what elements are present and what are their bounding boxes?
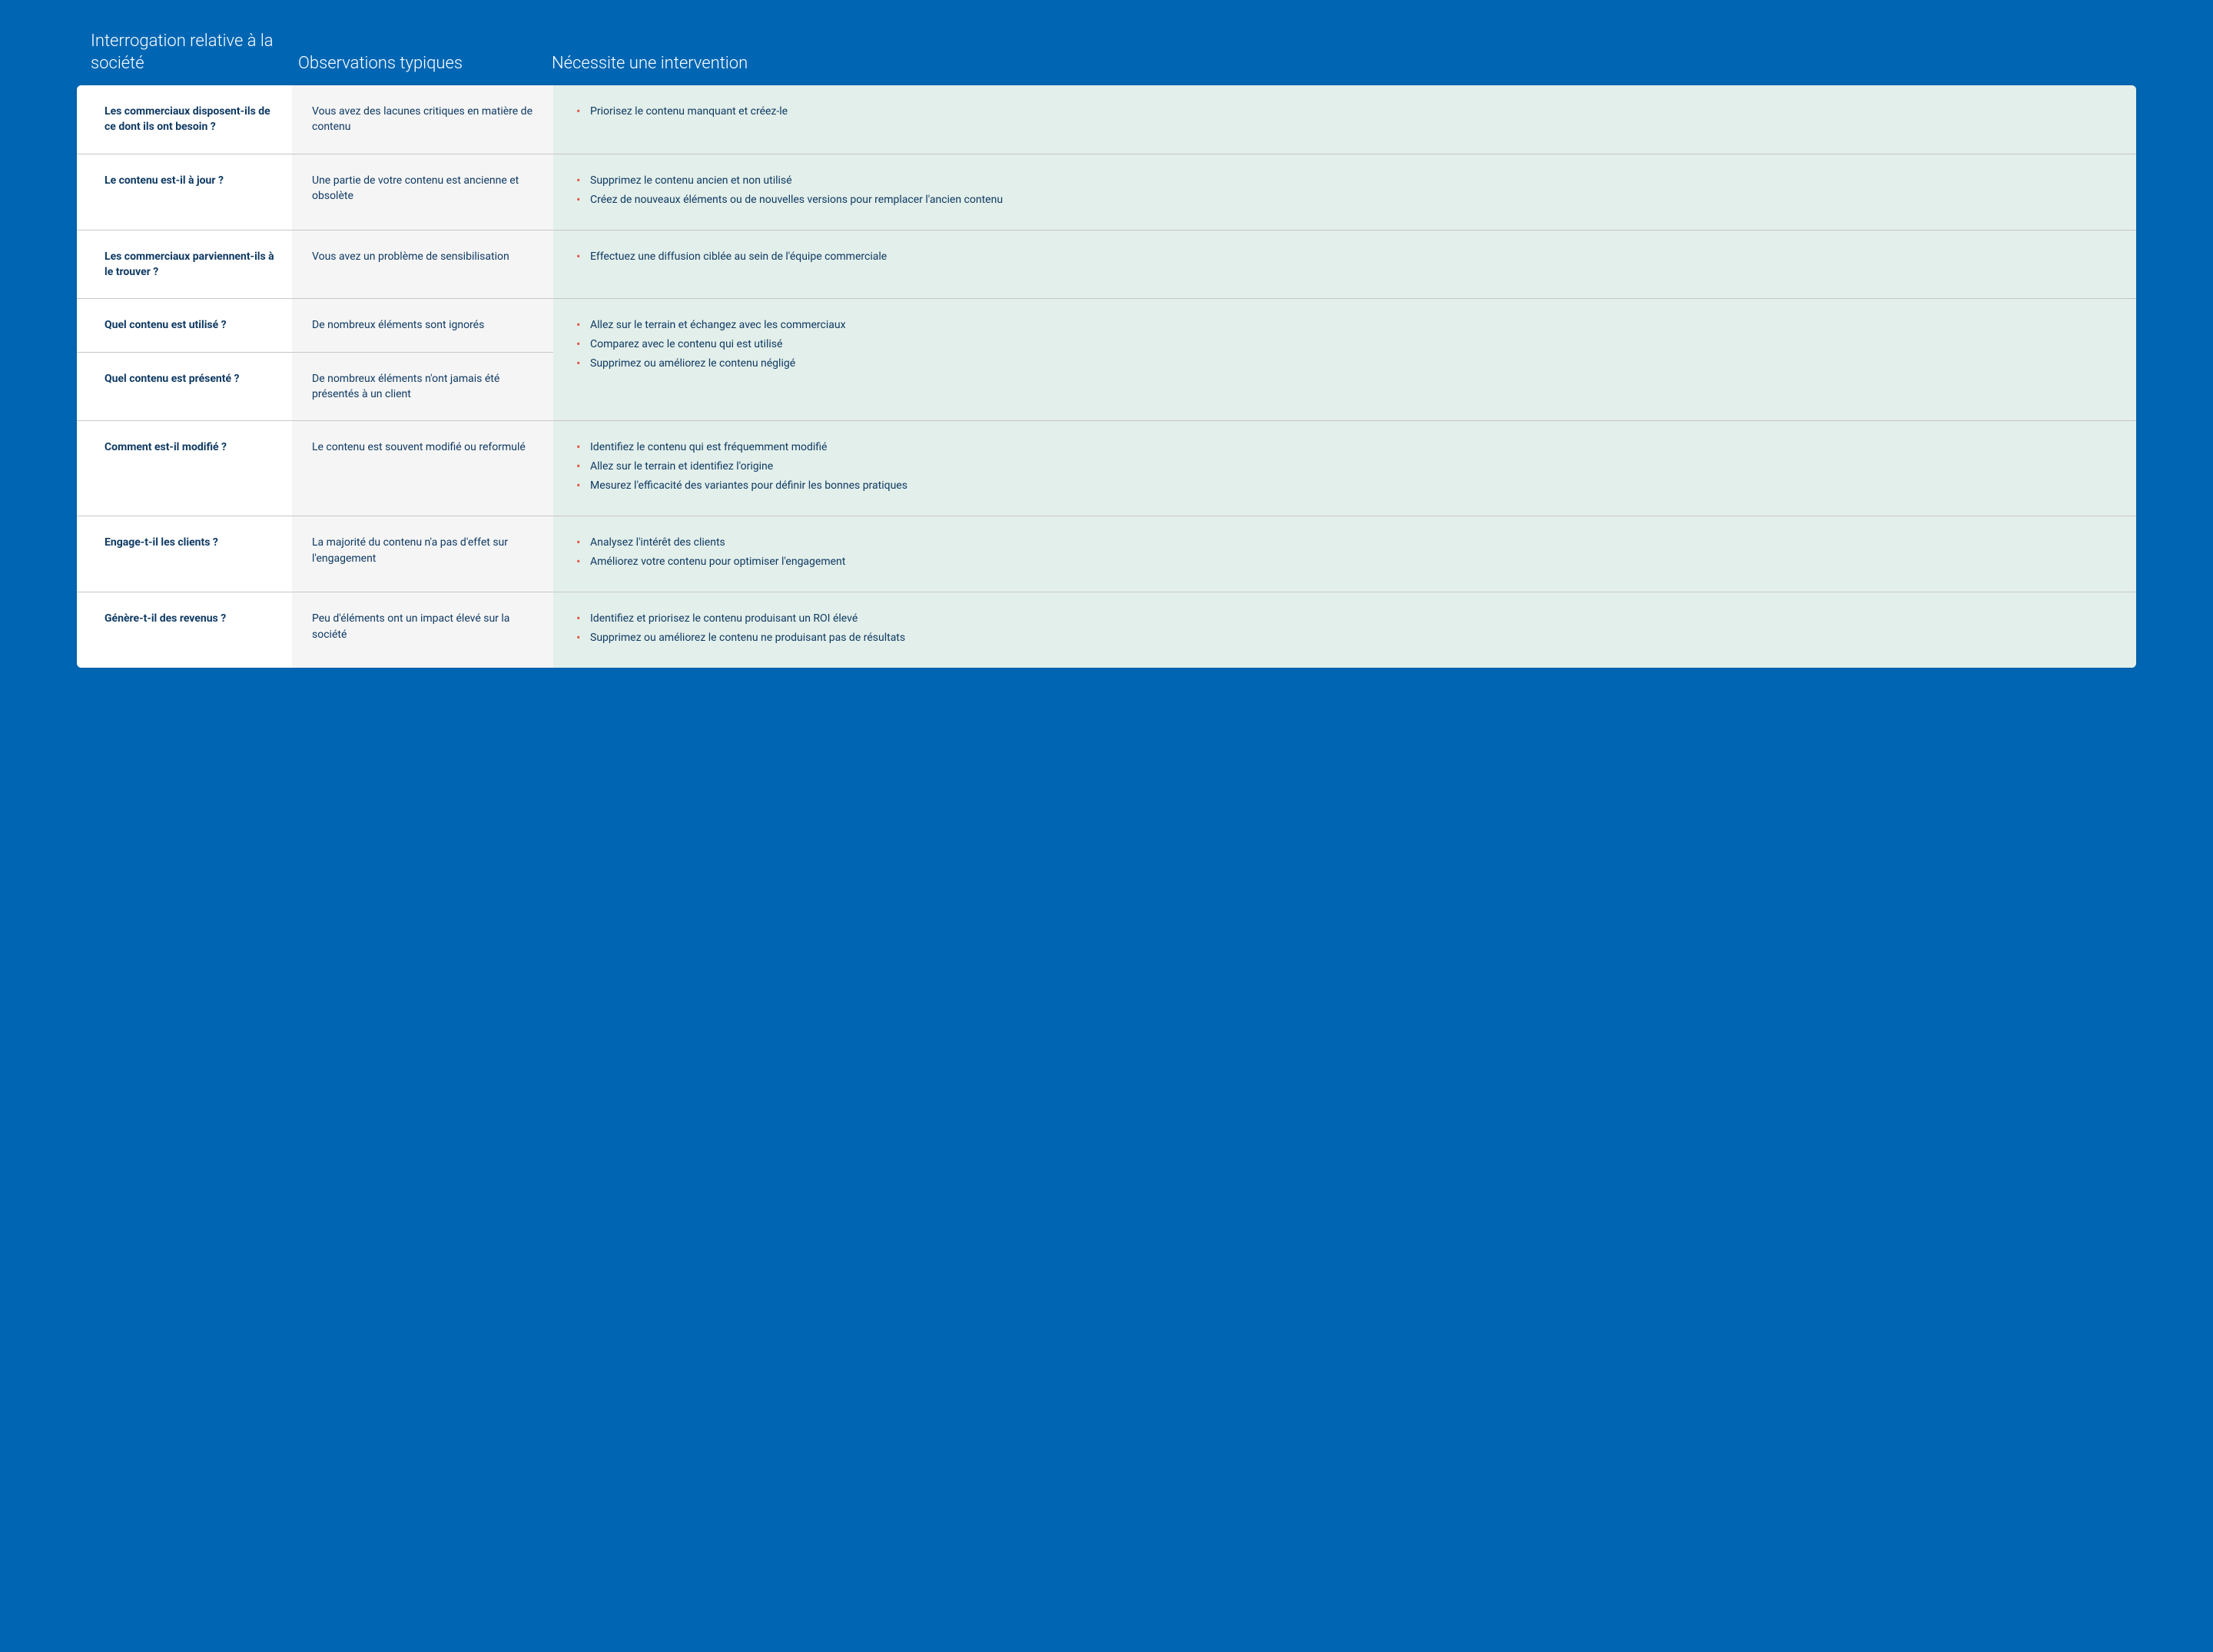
observation-cell: Vous avez un problème de sensibilisation — [292, 231, 553, 299]
action-item: Mesurez l'efficacité des variantes pour … — [576, 478, 2113, 494]
question-cell: Les commerciaux disposent-ils de ce dont… — [77, 85, 292, 154]
table-row: Le contenu est-il à jour ?Une partie de … — [77, 154, 2136, 231]
observation-cell: De nombreux éléments n'ont jamais été pr… — [292, 353, 553, 421]
header-col3: Nécessite une intervention — [552, 53, 2136, 75]
question-cell: Le contenu est-il à jour ? — [77, 154, 292, 230]
table-row: Les commerciaux disposent-ils de ce dont… — [77, 85, 2136, 154]
question-cell: Comment est-il modifié ? — [77, 421, 292, 516]
table-row: Les commerciaux parviennent-ils à le tro… — [77, 231, 2136, 300]
actions-cell: Supprimez le contenu ancien et non utili… — [553, 154, 2136, 230]
question-cell: Engage-t-il les clients ? — [77, 516, 292, 592]
action-item: Effectuez une diffusion ciblée au sein d… — [576, 249, 2113, 265]
question-cell: Quel contenu est utilisé ? — [77, 299, 292, 351]
action-item: Supprimez le contenu ancien et non utili… — [576, 173, 2113, 189]
action-item: Allez sur le terrain et identifiez l'ori… — [576, 459, 2113, 475]
header-col1: Interrogation relative à la société — [91, 31, 290, 75]
table-row: Engage-t-il les clients ?La majorité du … — [77, 516, 2136, 592]
action-item: Priorisez le contenu manquant et créez-l… — [576, 104, 2113, 120]
action-item: Créez de nouveaux éléments ou de nouvell… — [576, 192, 2113, 208]
observation-cell: Vous avez des lacunes critiques en matiè… — [292, 85, 553, 154]
action-item: Supprimez ou améliorez le contenu néglig… — [576, 356, 846, 372]
action-item: Identifiez et priorisez le contenu produ… — [576, 611, 2113, 627]
table-headers: Interrogation relative à la société Obse… — [77, 31, 2136, 85]
action-item: Supprimez ou améliorez le contenu ne pro… — [576, 630, 2113, 646]
action-item: Comparez avec le contenu qui est utilisé — [576, 337, 846, 353]
observation-cell: La majorité du contenu n'a pas d'effet s… — [292, 516, 553, 592]
question-cell: Les commerciaux parviennent-ils à le tro… — [77, 231, 292, 299]
table-row: Génère-t-il des revenus ?Peu d'éléments … — [77, 592, 2136, 668]
observation-cell: Une partie de votre contenu est ancienne… — [292, 154, 553, 230]
observation-cell: Peu d'éléments ont un impact élevé sur l… — [292, 592, 553, 668]
actions-cell: Analysez l'intérêt des clients Améliorez … — [553, 516, 2136, 592]
question-cell: Quel contenu est présenté ? — [77, 353, 292, 421]
header-col2: Observations typiques — [298, 53, 544, 75]
table-row-group: Quel contenu est utilisé ?De nombreux él… — [77, 299, 2136, 421]
action-item: Identifiez le contenu qui est fréquemmen… — [576, 440, 2113, 456]
observation-cell: De nombreux éléments sont ignorés — [292, 299, 553, 351]
table-row: Comment est-il modifié ?Le contenu est s… — [77, 421, 2136, 516]
content-table: Les commerciaux disposent-ils de ce dont… — [77, 85, 2136, 668]
actions-cell: Identifiez le contenu qui est fréquemmen… — [553, 421, 2136, 516]
action-item: Analysez l'intérêt des clients — [576, 535, 2113, 551]
action-item: Allez sur le terrain et échangez avec le… — [576, 317, 846, 333]
actions-cell: Priorisez le contenu manquant et créez-l… — [553, 85, 2136, 154]
observation-cell: Le contenu est souvent modifié ou reform… — [292, 421, 553, 516]
question-cell: Génère-t-il des revenus ? — [77, 592, 292, 668]
action-item: Améliorez votre contenu pour optimiser l… — [576, 554, 2113, 570]
actions-cell: Allez sur le terrain et échangez avec le… — [553, 299, 2136, 420]
actions-cell: Effectuez une diffusion ciblée au sein d… — [553, 231, 2136, 299]
actions-cell: Identifiez et priorisez le contenu produ… — [553, 592, 2136, 668]
